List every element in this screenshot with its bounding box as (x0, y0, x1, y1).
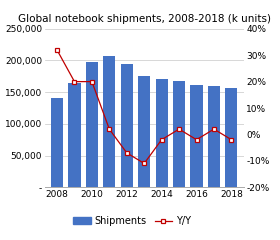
Legend: Shipments, Y/Y: Shipments, Y/Y (69, 212, 195, 230)
Bar (68, 83, 81, 187)
Bar (103, 56, 115, 187)
Bar (208, 86, 220, 187)
Bar (86, 62, 98, 187)
Bar (138, 76, 150, 187)
Bar (121, 64, 133, 187)
Bar (173, 81, 185, 187)
Bar (51, 98, 63, 187)
Title: Global notebook shipments, 2008-2018 (k units): Global notebook shipments, 2008-2018 (k … (18, 14, 271, 24)
Bar (190, 84, 203, 187)
Bar (225, 88, 237, 187)
Bar (155, 79, 168, 187)
